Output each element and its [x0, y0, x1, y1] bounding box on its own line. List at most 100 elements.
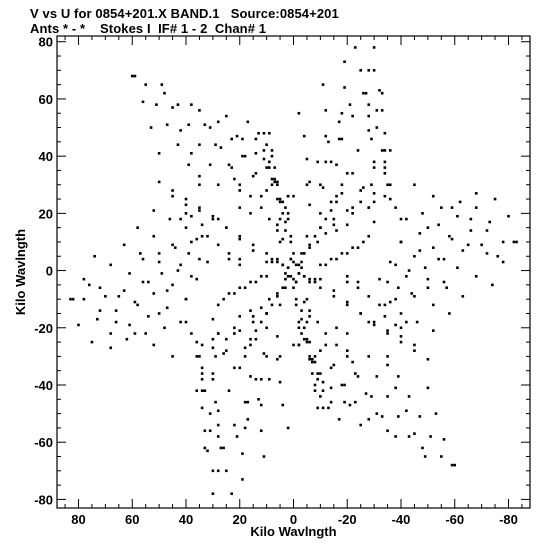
uv-point: [208, 429, 212, 433]
uv-point: [243, 154, 247, 158]
uv-point: [265, 252, 268, 255]
uv-point: [208, 126, 212, 129]
uv-point: [289, 234, 293, 238]
y-axis-label: Kilo Wavlngth: [13, 229, 28, 315]
uv-point: [380, 91, 384, 95]
uv-point: [273, 177, 276, 181]
tick-labels: 80 60 40 20 0 -20 -40 -60 -80 80 60 40 20 0 -20 -40 -60 -…: [34, 35, 518, 527]
uv-point: [388, 149, 392, 152]
uv-point: [367, 234, 371, 238]
uv-point: [69, 297, 72, 301]
uv-point: [241, 154, 244, 158]
x-axis-label: Kilo Wavlngth: [250, 524, 336, 539]
uv-point: [273, 166, 276, 169]
uv-point: [321, 380, 325, 384]
y-tick-label: 40: [39, 149, 53, 164]
uv-point: [200, 389, 204, 393]
uv-point: [93, 254, 96, 258]
uv-point: [211, 214, 215, 218]
uv-point: [329, 386, 333, 390]
uv-point: [335, 163, 338, 167]
uv-point: [386, 332, 389, 335]
uv-point: [179, 320, 182, 324]
uv-point: [367, 295, 371, 298]
uv-point: [372, 200, 376, 204]
uv-point: [302, 274, 306, 278]
tick-marks: [57, 36, 530, 508]
uv-point: [238, 206, 242, 209]
uv-point: [426, 357, 430, 361]
uv-point: [316, 240, 319, 244]
uv-point: [211, 346, 215, 350]
uv-point: [319, 372, 322, 375]
uv-point: [292, 277, 295, 281]
uv-point: [413, 295, 416, 298]
uv-point: [380, 109, 384, 112]
uv-point: [176, 103, 180, 106]
uv-point: [233, 326, 236, 330]
uv-point: [297, 263, 301, 267]
uv-point: [305, 340, 309, 344]
uv-point: [302, 252, 306, 255]
uv-point: [171, 283, 174, 287]
uv-point: [496, 254, 500, 258]
x-tick-label: -20: [338, 512, 357, 527]
uv-point: [399, 312, 403, 315]
uv-point: [418, 415, 422, 418]
x-tick-label: 60: [125, 512, 139, 527]
uv-point: [214, 355, 217, 358]
uv-point: [259, 377, 263, 381]
uv-point: [316, 377, 319, 381]
uv-point: [206, 260, 209, 264]
uv-point: [456, 214, 459, 218]
uv-point: [394, 323, 397, 327]
uv-point: [394, 435, 397, 438]
uv-point: [259, 274, 263, 278]
uv-point: [313, 355, 317, 358]
uv-point: [324, 217, 328, 221]
uv-point: [286, 274, 290, 278]
uv-point: [276, 180, 279, 184]
uv-point: [198, 109, 201, 112]
uv-point: [265, 166, 268, 169]
uv-point: [423, 266, 427, 270]
uv-point: [289, 274, 293, 278]
uv-point: [222, 352, 225, 355]
uv-point: [362, 240, 365, 244]
uv-point: [187, 123, 190, 126]
uv-point: [133, 300, 137, 304]
uv-point: [87, 283, 91, 287]
uv-point: [203, 123, 207, 126]
uv-point: [418, 249, 422, 252]
uv-point: [367, 206, 371, 209]
uv-point: [152, 292, 156, 295]
uv-point: [114, 320, 118, 324]
uv-point: [426, 286, 430, 290]
uv-point: [340, 252, 344, 255]
uv-point: [265, 355, 268, 358]
uv-point: [198, 257, 201, 261]
uv-point: [370, 183, 373, 187]
uv-point: [308, 180, 311, 184]
uv-point: [211, 469, 215, 473]
uv-point: [292, 194, 295, 198]
uv-point: [227, 163, 231, 167]
uv-point: [276, 295, 279, 298]
uv-point: [273, 180, 276, 184]
uv-point: [163, 91, 166, 95]
uv-point: [257, 131, 260, 135]
uv-point: [211, 492, 215, 495]
uv-point: [141, 257, 145, 261]
uv-point: [262, 352, 266, 355]
uv-point: [448, 312, 451, 315]
uv-point: [147, 280, 150, 284]
uv-point: [251, 243, 255, 247]
uv-point: [238, 189, 242, 192]
uv-point: [133, 332, 137, 335]
uv-point: [386, 363, 389, 367]
uv-point: [294, 303, 298, 307]
uv-point: [262, 131, 266, 135]
uv-point: [276, 223, 279, 227]
uv-point: [383, 131, 387, 135]
uv-point: [265, 260, 268, 264]
